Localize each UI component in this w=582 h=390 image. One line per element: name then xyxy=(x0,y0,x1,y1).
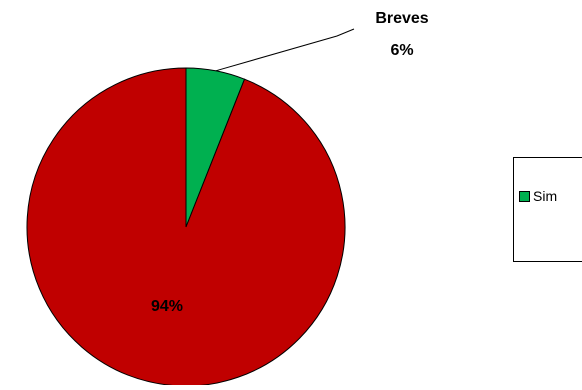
data-label-main-value: 94% xyxy=(151,298,183,315)
pie-slices xyxy=(27,68,345,385)
legend-box xyxy=(514,158,582,262)
pie-slice-main xyxy=(27,68,345,385)
legend-swatch-sim xyxy=(520,192,530,202)
data-label-breves-value: 6% xyxy=(390,42,413,59)
breves-leader-line xyxy=(216,29,354,71)
data-label-breves-name: Breves xyxy=(375,10,428,27)
legend: Sim xyxy=(514,158,582,262)
legend-label-sim: Sim xyxy=(533,188,557,204)
